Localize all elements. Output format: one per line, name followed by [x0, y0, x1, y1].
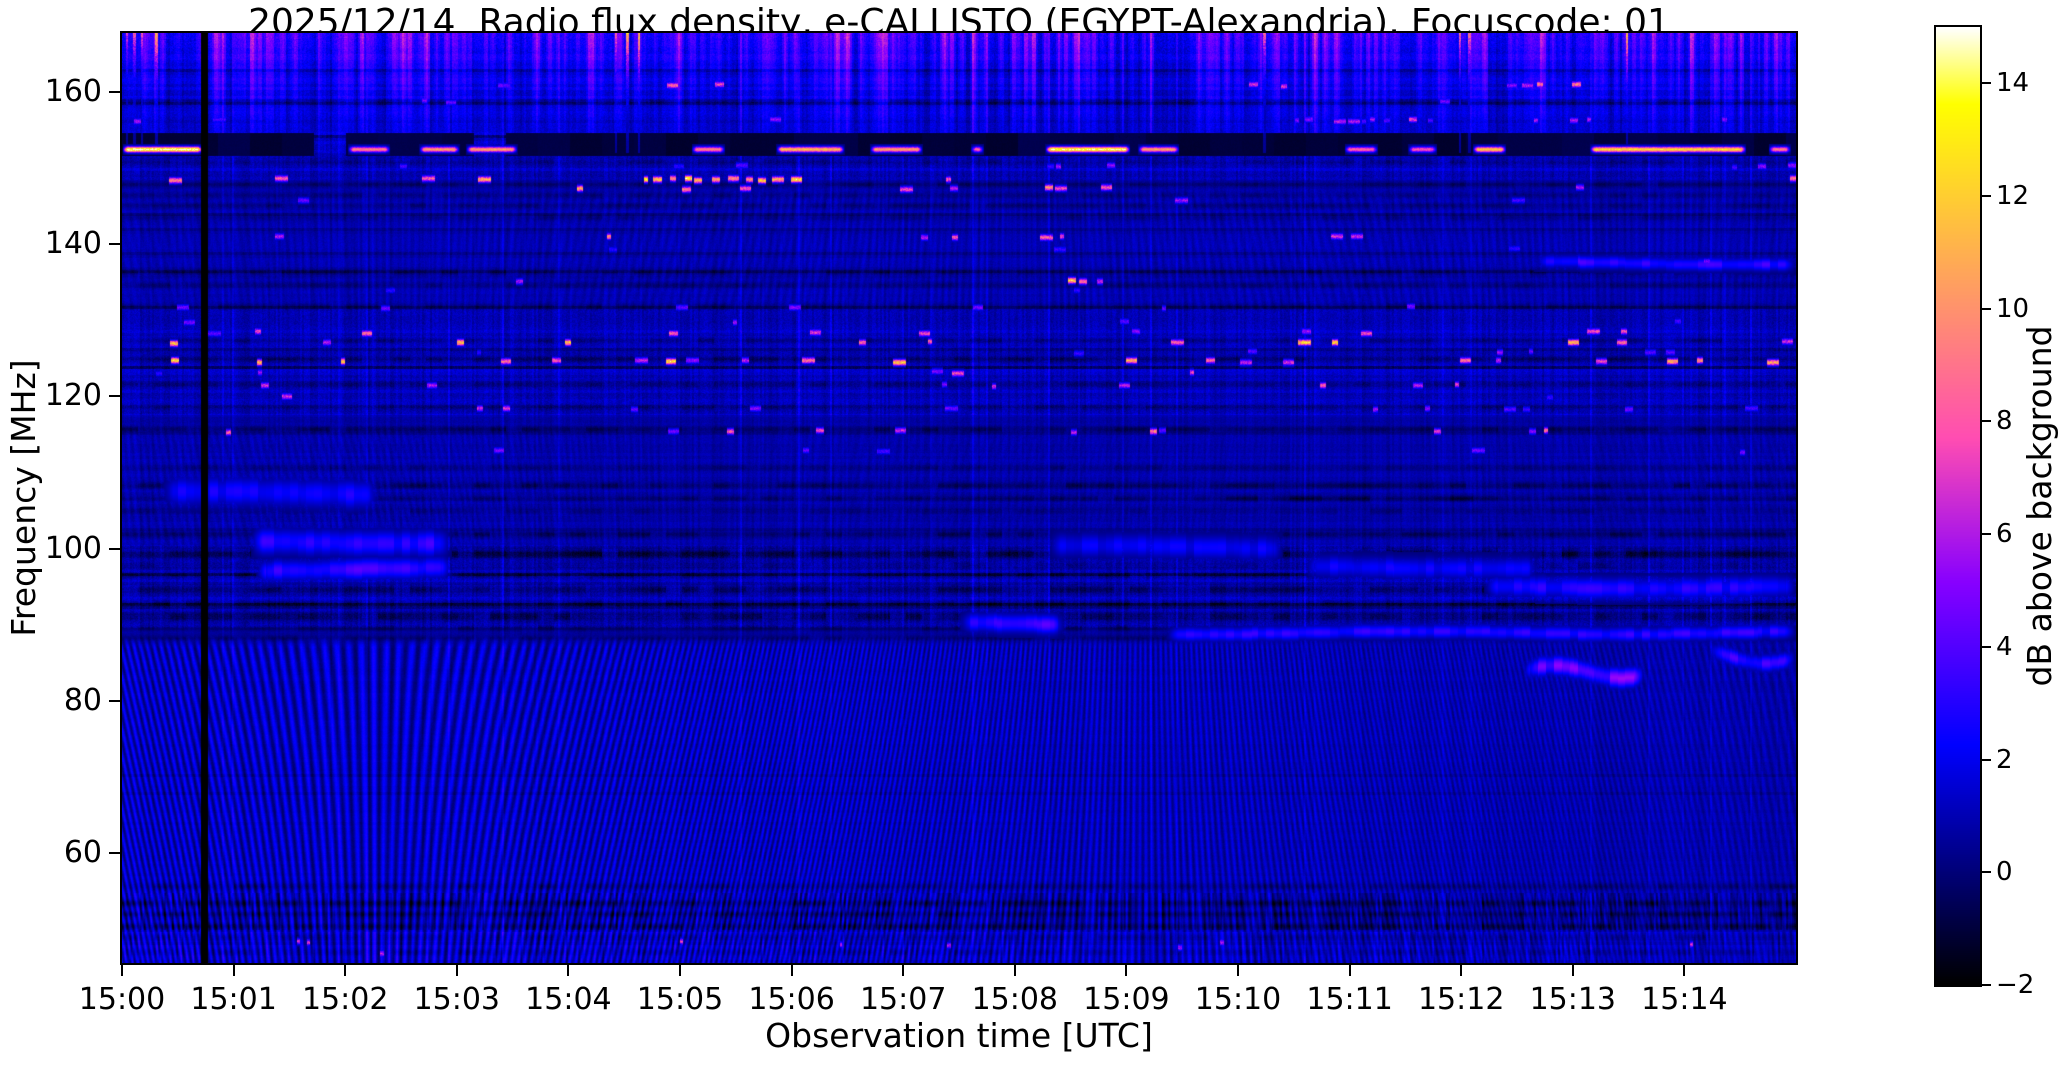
x-tick-mark	[1125, 964, 1128, 976]
colorbar-tick-label: 0	[1996, 857, 2013, 888]
x-tick-label: 15:09	[1083, 982, 1170, 1017]
colorbar-tick-label: 4	[1996, 631, 2013, 662]
x-tick-mark	[1683, 964, 1686, 976]
y-tick-mark	[109, 91, 121, 94]
x-tick-label: 15:10	[1194, 982, 1282, 1017]
colorbar-border	[1934, 25, 1982, 987]
colorbar-tick-label: 8	[1996, 406, 2013, 437]
colorbar-tick-label: 2	[1996, 744, 2013, 775]
colorbar-tick-mark	[1982, 82, 1991, 85]
colorbar-tick-mark	[1982, 533, 1991, 536]
colorbar	[1936, 27, 1980, 985]
x-tick-label: 15:11	[1306, 982, 1393, 1017]
colorbar-tick-mark	[1982, 420, 1991, 423]
colorbar-tick-mark	[1982, 645, 1991, 648]
y-tick-mark	[109, 243, 121, 246]
x-tick-mark	[567, 964, 570, 976]
x-tick-label: 15:14	[1641, 982, 1728, 1017]
x-tick-label: 15:08	[971, 982, 1059, 1017]
x-tick-label: 15:01	[190, 982, 277, 1017]
y-tick-label: 100	[44, 530, 102, 566]
x-tick-mark	[1237, 964, 1239, 976]
colorbar-tick-mark	[1982, 195, 1991, 198]
colorbar-tick-label: 12	[1996, 181, 2030, 212]
y-tick-mark	[109, 699, 121, 702]
y-tick-label: 60	[63, 834, 102, 870]
y-tick-mark	[109, 851, 121, 854]
x-axis-label: Observation time [UTC]	[765, 1016, 1153, 1055]
y-tick-label: 160	[44, 74, 102, 110]
x-tick-label: 15:00	[78, 982, 166, 1017]
spectrogram-heatmap	[122, 33, 1796, 963]
colorbar-tick-label: −2	[1996, 970, 2035, 1000]
x-tick-label: 15:12	[1417, 982, 1505, 1017]
colorbar-tick-mark	[1982, 307, 1991, 310]
colorbar-tick-mark	[1982, 871, 1991, 874]
x-tick-mark	[121, 964, 123, 976]
x-tick-label: 15:06	[748, 982, 835, 1017]
x-tick-label: 15:07	[859, 982, 947, 1017]
x-tick-label: 15:02	[301, 982, 389, 1017]
colorbar-tick-label: 10	[1996, 293, 2030, 324]
x-tick-mark	[902, 964, 905, 976]
y-tick-label: 120	[44, 378, 102, 414]
y-tick-label: 80	[63, 682, 102, 718]
x-tick-mark	[1571, 964, 1574, 976]
x-tick-label: 15:04	[525, 982, 612, 1017]
x-tick-mark	[455, 964, 458, 976]
y-tick-label: 140	[44, 226, 102, 262]
x-tick-mark	[1460, 964, 1463, 976]
colorbar-label: dB above background	[2020, 325, 2059, 687]
x-tick-mark	[344, 964, 347, 976]
x-tick-mark	[1348, 964, 1351, 976]
plot-border	[120, 31, 1798, 965]
colorbar-tick-label: 14	[1996, 68, 2030, 99]
y-axis-label: Frequency [MHz]	[4, 359, 43, 637]
colorbar-tick-mark	[1982, 984, 1991, 986]
x-tick-mark	[790, 964, 793, 976]
x-tick-mark	[1013, 964, 1016, 976]
x-tick-mark	[232, 964, 235, 976]
x-tick-mark	[679, 964, 681, 976]
colorbar-tick-label: 6	[1996, 519, 2013, 550]
x-tick-label: 15:13	[1529, 982, 1617, 1017]
colorbar-tick-mark	[1982, 758, 1991, 761]
y-tick-mark	[109, 547, 121, 550]
y-tick-mark	[109, 395, 121, 398]
x-tick-label: 15:05	[636, 982, 724, 1017]
x-tick-label: 15:03	[413, 982, 501, 1017]
